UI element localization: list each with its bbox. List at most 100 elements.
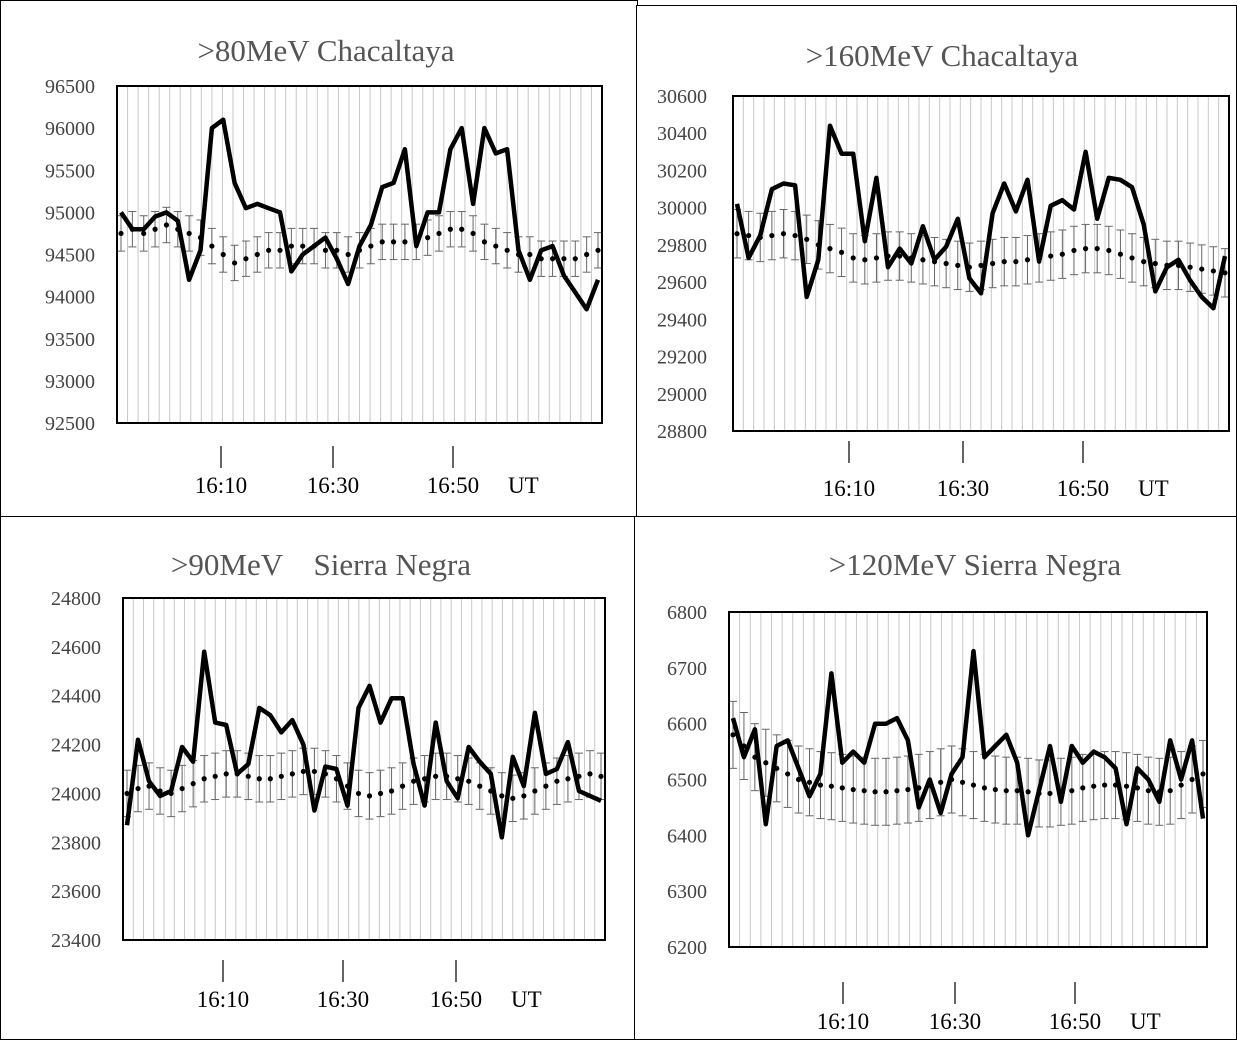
mean-point [565, 776, 571, 782]
mean-point [746, 232, 752, 239]
mean-point [873, 255, 880, 261]
vertical-gridlines [739, 612, 1197, 947]
y-tick-label: 30000 [657, 198, 707, 220]
mean-point [411, 778, 417, 784]
mean-point [470, 230, 476, 237]
mean-point [425, 235, 431, 241]
plot-area-border [122, 597, 606, 941]
chart-svg: >120MeV Sierra Negra 6800 6700 6600 6500 6400… [667, 547, 1208, 1034]
mean-point [595, 247, 601, 253]
mean-point [970, 782, 977, 788]
mean-point [201, 776, 207, 782]
y-tick-label: 24800 [51, 588, 101, 610]
mean-point [399, 783, 406, 789]
y-tick-label: 30400 [657, 123, 707, 145]
y-tick-label: 6700 [667, 658, 707, 680]
mean-point [277, 247, 283, 253]
y-tick-label: 30600 [657, 86, 707, 108]
chart-title: >160MeV Chacaltaya [806, 38, 1079, 73]
mean-series [730, 732, 1206, 797]
mean-point [785, 771, 791, 777]
y-tick-label: 24000 [51, 783, 101, 805]
mean-point [780, 231, 787, 237]
mean-point [549, 256, 556, 262]
y-tick-label: 29400 [657, 309, 707, 331]
mean-point [905, 786, 911, 793]
mean-point [267, 776, 273, 782]
y-tick-label: 94500 [45, 245, 95, 267]
mean-point [730, 732, 736, 738]
mean-point [212, 773, 218, 779]
mean-point [554, 778, 560, 784]
y-tick-label: 29600 [657, 272, 707, 294]
mean-point [477, 783, 483, 789]
x-tick-label: 16:10 [197, 987, 249, 1012]
mean-point [1178, 782, 1184, 788]
x-tick-label: 16:10 [823, 476, 875, 501]
mean-point [1106, 247, 1112, 254]
y-tick-label: 24400 [51, 686, 101, 708]
y-tick-label: 30200 [657, 160, 707, 182]
mean-point [1071, 247, 1077, 254]
mean-point [266, 247, 272, 253]
y-tick-label: 23600 [51, 881, 101, 903]
vertical-gridlines [742, 96, 1220, 431]
mean-point [1048, 253, 1054, 259]
mean-point [186, 230, 192, 237]
mean-point [433, 773, 439, 779]
mean-point [466, 778, 472, 784]
chart-title: >90MeV Sierra Negra [171, 547, 471, 582]
mean-point [510, 795, 516, 801]
chart-title: >120MeV Sierra Negra [829, 547, 1122, 582]
mean-point [804, 236, 810, 242]
mean-point [828, 783, 834, 789]
mean-point [959, 779, 966, 785]
mean-point [543, 783, 549, 789]
y-tick-label: 28800 [657, 421, 707, 443]
mean-point [920, 257, 926, 263]
mean-point [300, 768, 306, 775]
y-tick-label: 29200 [657, 347, 707, 369]
mean-point [124, 790, 130, 797]
mean-point [220, 251, 226, 258]
mean-point [561, 256, 567, 262]
mean-point [231, 260, 238, 266]
mean-point [1094, 246, 1100, 252]
mean-point [839, 785, 845, 791]
mean-point [245, 773, 251, 779]
mean-point [459, 226, 465, 232]
mean-point [322, 247, 329, 253]
count-series-line [734, 123, 1228, 311]
mean-series [118, 222, 601, 266]
mean-point [256, 776, 262, 782]
chart-svg: >80MeV Chacaltaya 96500 96000 95500 95000 945… [45, 33, 603, 498]
mean-point [850, 786, 856, 793]
mean-point [118, 230, 124, 237]
mean-point [152, 226, 158, 232]
mean-point [1001, 259, 1007, 265]
x-tick-label: 16:50 [430, 987, 482, 1012]
mean-point [587, 771, 593, 777]
mean-point [990, 260, 996, 267]
mean-point [504, 247, 510, 253]
y-tick-label: 95500 [45, 160, 95, 182]
mean-point [300, 243, 306, 249]
mean-point [481, 239, 488, 245]
mean-point [1167, 788, 1173, 794]
mean-point [436, 230, 442, 237]
x-tick-label: 16:10 [817, 1009, 869, 1034]
mean-point [1047, 790, 1053, 797]
mean-point [243, 256, 249, 262]
mean-point [978, 262, 984, 268]
mean-point [1014, 788, 1020, 794]
y-tick-label: 6600 [667, 714, 707, 736]
mean-point [763, 760, 769, 766]
y-tick-label: 24600 [51, 637, 101, 659]
count-series-line [124, 649, 602, 840]
chart-svg: >160MeV Chacaltaya 30600 30400 30200 30000 29… [657, 38, 1230, 501]
mean-point [598, 773, 604, 779]
x-tick-label: 16:30 [317, 987, 369, 1012]
vertical-gridlines [132, 598, 596, 940]
mean-point [861, 788, 867, 794]
mean-point [955, 262, 961, 268]
